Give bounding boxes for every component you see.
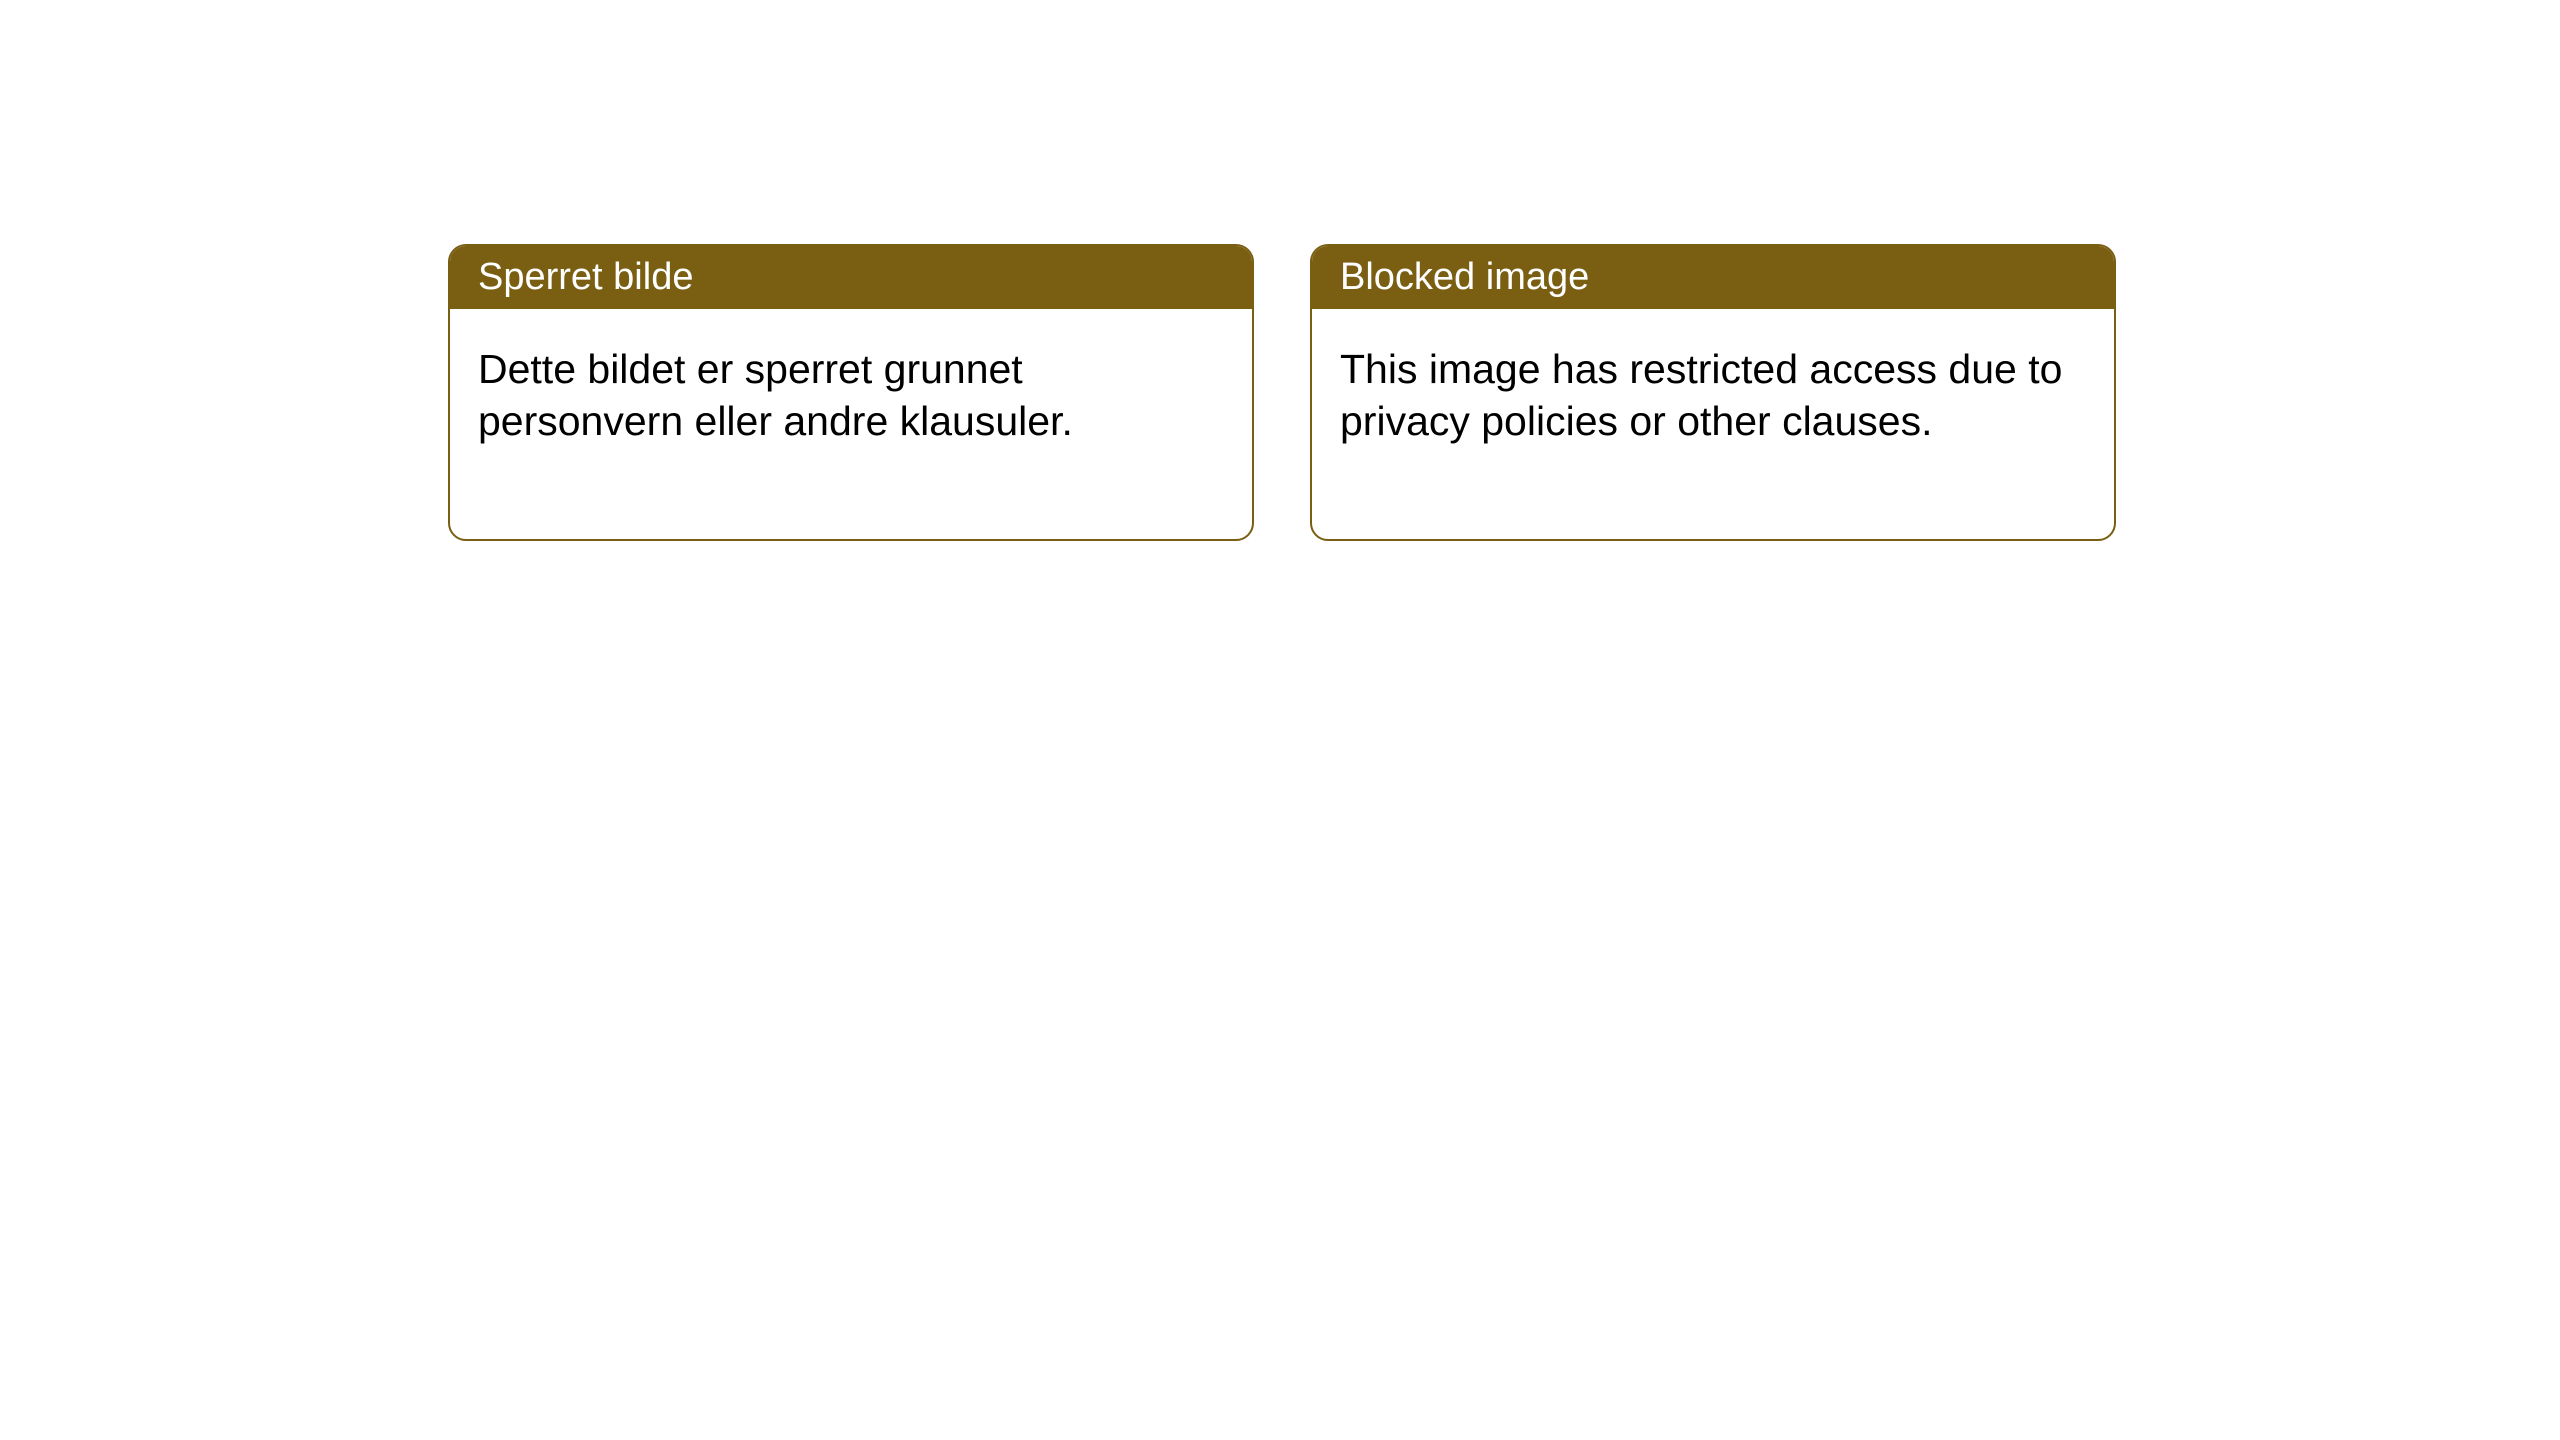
notice-card-english: Blocked image This image has restricted … xyxy=(1310,244,2116,541)
notice-body-english: This image has restricted access due to … xyxy=(1312,309,2114,539)
notice-container: Sperret bilde Dette bildet er sperret gr… xyxy=(448,244,2116,541)
notice-text-norwegian: Dette bildet er sperret grunnet personve… xyxy=(478,346,1073,444)
notice-text-english: This image has restricted access due to … xyxy=(1340,346,2062,444)
notice-title-english: Blocked image xyxy=(1340,256,1589,298)
notice-card-norwegian: Sperret bilde Dette bildet er sperret gr… xyxy=(448,244,1254,541)
notice-title-norwegian: Sperret bilde xyxy=(478,256,693,298)
notice-header-norwegian: Sperret bilde xyxy=(450,246,1252,309)
notice-header-english: Blocked image xyxy=(1312,246,2114,309)
notice-body-norwegian: Dette bildet er sperret grunnet personve… xyxy=(450,309,1252,539)
